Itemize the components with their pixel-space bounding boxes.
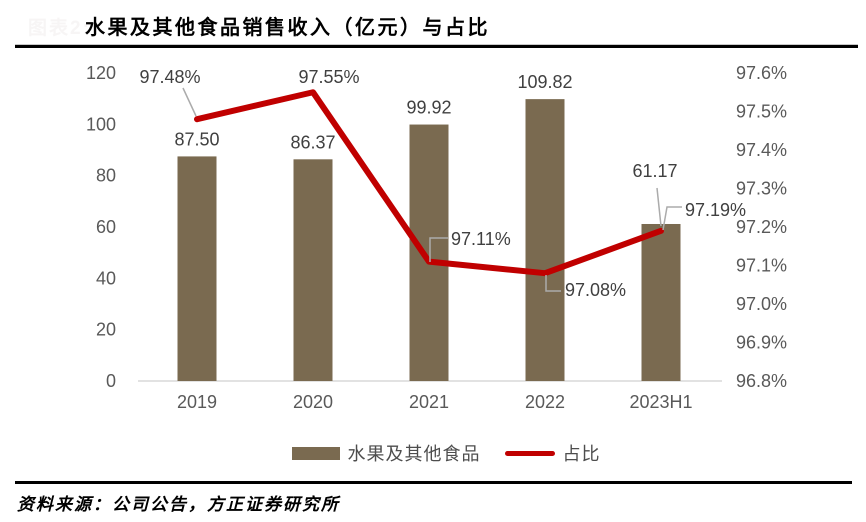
bar-2019 <box>177 156 217 381</box>
x-axis-label: 2020 <box>293 392 333 412</box>
label-leader-line <box>662 206 682 231</box>
chart-title: 水果及其他食品销售收入（亿元）与占比 <box>85 17 490 39</box>
left-axis-tick: 20 <box>96 320 116 340</box>
right-axis-tick: 96.9% <box>736 333 787 353</box>
label-leader-line <box>182 87 197 117</box>
left-axis-tick: 120 <box>86 63 116 83</box>
label-leader-line <box>545 275 561 292</box>
line-data-label: 97.08% <box>565 280 626 300</box>
figure-number-watermark: 图表2: <box>28 18 91 39</box>
x-axis-label: 2023H1 <box>629 392 692 412</box>
right-axis-tick: 97.3% <box>736 179 787 199</box>
top-divider <box>15 44 858 48</box>
bar-data-label: 86.37 <box>290 132 335 152</box>
bar-data-label: 99.92 <box>406 98 451 118</box>
x-axis-label: 2019 <box>177 392 217 412</box>
right-axis-tick: 97.2% <box>736 217 787 237</box>
left-axis-tick: 0 <box>106 371 116 391</box>
right-axis-tick: 97.6% <box>736 63 787 83</box>
right-axis-tick: 97.5% <box>736 102 787 122</box>
combo-chart-plot: 0 20 40 60 80 100 120 96.8% 96.9% 97.0% 97.1% 97.2%… <box>0 52 866 424</box>
left-axis-tick: 40 <box>96 268 116 288</box>
line-data-label: 97.48% <box>139 67 200 87</box>
figure-header: 图表2: 水果及其他食品销售收入（亿元）与占比 <box>0 0 866 44</box>
bottom-divider <box>15 481 852 484</box>
bar-data-label: 87.50 <box>174 129 219 149</box>
left-axis-tick: 100 <box>86 114 116 134</box>
right-axis-tick: 97.4% <box>736 140 787 160</box>
right-axis-tick: 96.8% <box>736 371 787 391</box>
left-axis-tick: 80 <box>96 166 116 186</box>
bar-series-swatch <box>291 446 340 460</box>
bar-2022 <box>525 99 565 381</box>
right-axis-tick: 97.1% <box>736 256 787 276</box>
line-series-legend-label: 占比 <box>562 444 601 464</box>
bar-series-legend-label: 水果及其他食品 <box>347 444 481 464</box>
label-leader-line <box>429 237 448 262</box>
bar-2020 <box>293 159 333 381</box>
bar-2023H1 <box>641 223 681 381</box>
x-axis-label: 2021 <box>409 392 449 412</box>
line-data-label: 97.55% <box>298 67 359 87</box>
bar-data-label: 61.17 <box>632 161 677 181</box>
left-axis-tick: 60 <box>96 217 116 237</box>
bar-2021 <box>409 124 449 381</box>
chart-legend: 水果及其他食品 占比 <box>13 440 866 466</box>
x-axis-label: 2022 <box>525 392 565 412</box>
bar-data-label: 109.82 <box>517 72 572 92</box>
line-data-label: 97.19% <box>685 200 746 220</box>
source-note: 资料来源：公司公告，方正证券研究所 <box>17 495 340 514</box>
label-leader-line <box>656 187 662 227</box>
line-data-label: 97.11% <box>451 229 511 249</box>
line-series-swatch <box>504 450 555 456</box>
ratio-line <box>194 89 664 277</box>
right-axis-tick: 97.0% <box>736 294 787 314</box>
